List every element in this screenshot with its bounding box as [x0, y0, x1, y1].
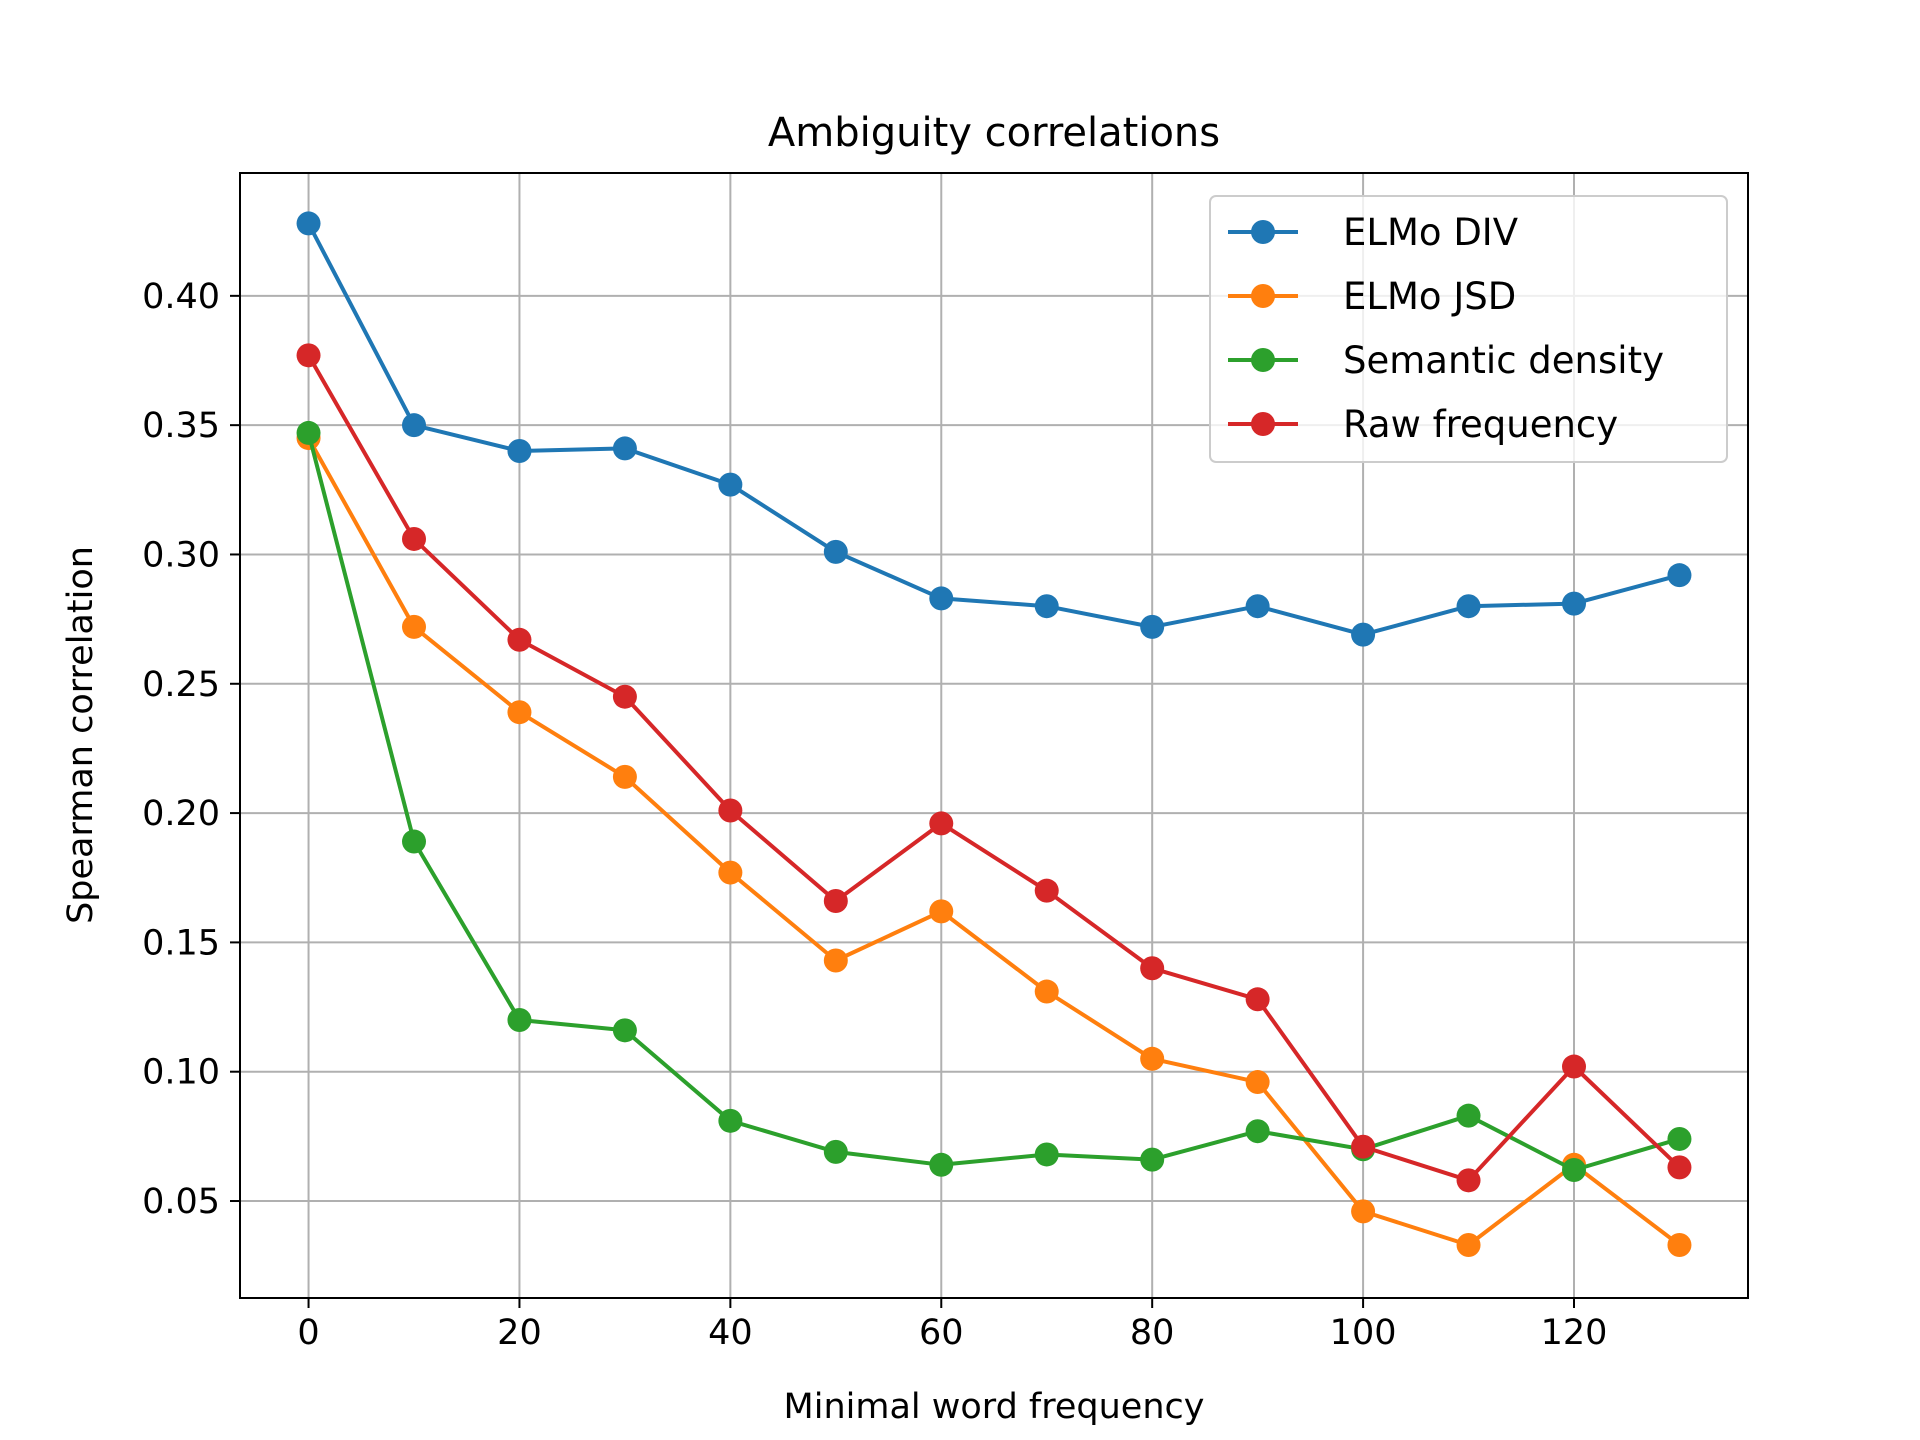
data-point [296, 211, 321, 236]
data-point [1562, 591, 1586, 616]
data-point [507, 1007, 532, 1032]
series-line [305, 220, 1682, 637]
y-tick-label: 0.30 [142, 535, 220, 575]
y-tick-label: 0.25 [142, 665, 220, 705]
data-point [1351, 1199, 1376, 1224]
series-line [305, 435, 1683, 1248]
data-point [612, 1018, 637, 1043]
data-point [718, 1108, 743, 1133]
legend-item: Semantic density [1228, 339, 1664, 382]
data-point [1140, 614, 1165, 639]
data-point [1245, 1070, 1270, 1095]
data-point [823, 948, 848, 973]
data-point [1034, 594, 1059, 619]
data-point [402, 413, 426, 438]
x-tick-label: 0 [297, 1313, 319, 1353]
y-tick-label: 0.20 [142, 794, 220, 834]
data-point [823, 889, 848, 914]
data-point [929, 1152, 954, 1177]
data-point [718, 798, 743, 823]
legend-swatch-marker [1251, 348, 1275, 372]
data-point [296, 420, 321, 445]
data-point [1351, 1134, 1376, 1159]
data-point [612, 764, 637, 789]
chart-title: Ambiguity correlations [768, 110, 1220, 156]
data-point [296, 343, 321, 368]
y-tick-label: 0.10 [142, 1053, 220, 1093]
data-point [1245, 1119, 1270, 1144]
data-point [1456, 1103, 1481, 1128]
series-3 [296, 343, 1692, 1193]
data-point [507, 439, 532, 464]
data-point [1351, 622, 1376, 647]
data-point [402, 526, 426, 551]
data-point [823, 539, 848, 564]
x-axis-label: Minimal word frequency [784, 1387, 1205, 1427]
y-axis-label: Spearman correlation [61, 546, 101, 924]
data-point [612, 684, 637, 709]
series-line [306, 430, 1682, 1172]
x-tick-label: 120 [1541, 1313, 1608, 1353]
data-point [507, 627, 532, 652]
legend-box [1209, 195, 1728, 463]
x-tick-label: 40 [708, 1313, 753, 1353]
data-point [402, 829, 426, 854]
data-point [1667, 563, 1692, 588]
data-point [1667, 1232, 1692, 1257]
legend-swatch-marker [1251, 412, 1275, 436]
legend-swatch-marker [1251, 284, 1275, 308]
x-tick-label: 100 [1330, 1313, 1397, 1353]
ticks: 0 20 40 60 80 100 120 0.05 0.10 0.15 0.20 0.25 0.30 0… [142, 277, 1607, 1353]
y-tick-label: 0.05 [142, 1182, 220, 1222]
legend-label: Raw frequency [1343, 403, 1618, 446]
data-point [718, 472, 743, 497]
data-point [1034, 979, 1059, 1004]
data-point [1456, 1232, 1481, 1257]
legend-label: Semantic density [1343, 339, 1664, 382]
data-point [1245, 987, 1270, 1012]
legend-item: Raw frequency [1228, 403, 1618, 446]
data-point [1140, 1147, 1165, 1172]
series-group [296, 211, 1692, 1257]
data-point [929, 899, 954, 924]
data-point [1456, 1168, 1481, 1193]
legend-swatch-marker [1251, 220, 1275, 244]
series-0 [296, 211, 1692, 647]
data-point [1034, 1142, 1059, 1167]
data-point [1562, 1157, 1586, 1182]
plot-frame [239, 172, 1749, 1299]
data-point [612, 436, 637, 461]
y-tick-label: 0.15 [142, 923, 220, 963]
data-point [718, 860, 743, 885]
data-point [929, 811, 954, 836]
y-tick-label: 0.35 [142, 406, 220, 446]
legend-label: ELMo DIV [1343, 211, 1518, 254]
data-point [1140, 956, 1165, 981]
data-point [1245, 594, 1270, 619]
data-point [507, 700, 532, 725]
data-point [1140, 1046, 1165, 1071]
data-point [402, 614, 426, 639]
data-point [1562, 1054, 1586, 1079]
x-tick-label: 20 [497, 1313, 542, 1353]
legend-item: ELMo JSD [1228, 275, 1516, 318]
y-tick-label: 0.40 [142, 277, 220, 317]
legend-label: ELMo JSD [1343, 275, 1516, 318]
data-point [1034, 878, 1059, 903]
legend: ELMo DIV ELMo JSD Semantic density Raw freq… [1209, 195, 1728, 463]
data-point [1456, 594, 1481, 619]
data-point [929, 586, 954, 611]
x-tick-label: 60 [919, 1313, 964, 1353]
series-line [305, 352, 1683, 1183]
x-tick-label: 80 [1130, 1313, 1175, 1353]
data-point [1667, 1126, 1692, 1151]
data-point [823, 1139, 848, 1164]
data-point [1667, 1155, 1692, 1180]
legend-item: ELMo DIV [1228, 211, 1518, 254]
